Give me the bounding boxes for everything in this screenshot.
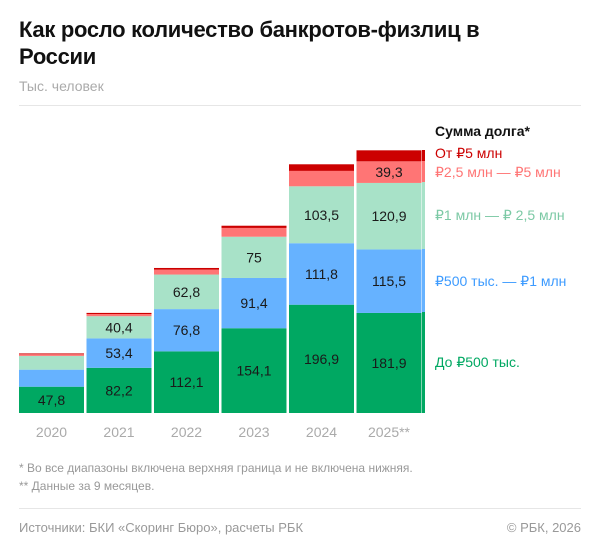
legend-title: Сумма долга*	[435, 123, 530, 139]
x-tick-label: 2022	[171, 424, 202, 440]
data-label: 82,2	[105, 382, 132, 398]
footnote-ranges: * Во все диапазоны включена верхняя гран…	[19, 461, 413, 475]
x-tick-label: 2020	[36, 424, 67, 440]
data-label: 120,9	[371, 208, 406, 224]
bar-segment	[221, 227, 287, 237]
data-label: 112,1	[170, 374, 204, 390]
data-label: 76,8	[173, 322, 200, 338]
legend-swatch	[422, 249, 425, 312]
bar-segment	[289, 304, 354, 413]
data-label: 111,8	[305, 266, 338, 282]
bar-segment	[86, 312, 152, 314]
x-tick-label: 2023	[238, 424, 269, 440]
legend-swatch	[422, 161, 425, 182]
bar-segment	[356, 150, 422, 162]
bar-segment	[19, 355, 84, 370]
bar-segment	[289, 243, 354, 305]
data-label: 154,1	[236, 363, 271, 379]
bar-segment	[86, 314, 152, 317]
bar-segment	[86, 367, 152, 413]
bar-segment	[154, 274, 219, 310]
legend-item-500k-1m: ₽500 тыс. — ₽1 млн	[435, 273, 567, 289]
bar-segment	[221, 277, 287, 329]
legend-item-2-5m-5m: ₽2,5 млн — ₽5 млн	[435, 164, 561, 180]
bar-segment	[19, 354, 84, 356]
legend-swatch	[422, 182, 425, 249]
bar-segment	[221, 225, 287, 228]
footnote-9-months: ** Данные за 9 месяцев.	[19, 479, 155, 493]
legend-item-1m-2-5m: ₽1 млн — ₽ 2,5 млн	[435, 207, 565, 223]
bar-segment	[154, 309, 219, 352]
bar-segment	[154, 269, 219, 275]
legend-item-over-5m: От ₽5 млн	[435, 145, 503, 161]
legend-swatch	[422, 150, 425, 161]
stacked-bar-chart: 47,8 2020 82,2 53,4 40,4 2021 112,1 76,8 62,8 202…	[19, 150, 425, 440]
bar-segment	[356, 312, 422, 413]
data-label: 181,9	[371, 355, 406, 371]
bar-segment	[86, 316, 152, 339]
source-text: Источники: БКИ «Скоринг Бюро», расчеты Р…	[19, 520, 304, 535]
data-label: 39,3	[375, 164, 402, 180]
bar-segment	[221, 328, 287, 413]
x-tick-label: 2021	[103, 424, 134, 440]
bar-segment	[19, 353, 84, 355]
data-label: 62,8	[173, 284, 200, 300]
bar-segment	[154, 351, 219, 413]
data-label: 40,4	[105, 319, 132, 335]
bar-segment	[289, 186, 354, 244]
bottom-divider	[19, 508, 581, 509]
data-label: 115,5	[372, 273, 406, 289]
bar-segment	[356, 182, 422, 250]
bar-segment	[154, 267, 219, 270]
bar-segment	[86, 338, 152, 368]
data-label: 53,4	[105, 345, 132, 361]
data-label: 75	[246, 249, 262, 265]
data-label: 47,8	[38, 392, 65, 408]
bar-segment	[19, 386, 84, 413]
x-tick-label: 2024	[306, 424, 337, 440]
x-tick-label: 2025**	[368, 424, 411, 440]
bar-segment	[289, 164, 354, 171]
bar-segment	[289, 170, 354, 187]
bar-segment	[356, 161, 422, 183]
data-label: 196,9	[304, 351, 339, 367]
data-label: 91,4	[240, 295, 267, 311]
bar-segment	[221, 236, 287, 278]
legend-swatch	[422, 312, 425, 413]
bar-segment	[356, 249, 422, 313]
legend-item-under-500k: До ₽500 тыс.	[435, 354, 520, 370]
page-title: Как росло количество банкротов-физлиц в …	[19, 17, 480, 69]
data-label: 103,5	[304, 207, 339, 223]
copyright-text: © РБК, 2026	[506, 520, 581, 535]
top-divider	[19, 105, 581, 106]
unit-label: Тыс. человек	[19, 78, 104, 94]
bar-segment	[19, 369, 84, 387]
